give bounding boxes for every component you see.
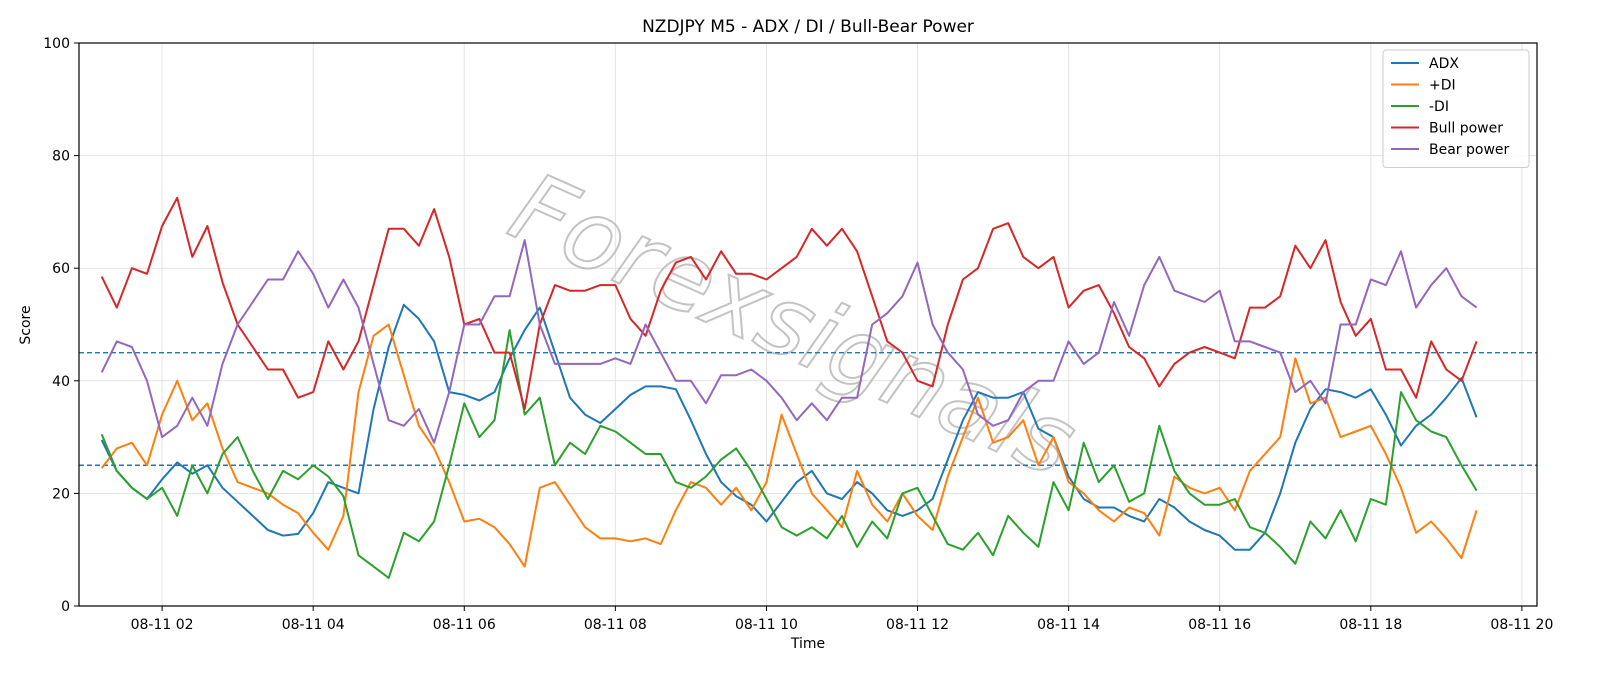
chart-title: NZDJPY M5 - ADX / DI / Bull-Bear Power <box>642 17 974 37</box>
x-tick-label: 08-11 16 <box>1188 617 1251 633</box>
x-tick-label: 08-11 18 <box>1339 617 1402 633</box>
plot-frame <box>78 42 1538 607</box>
series-line-bull-power <box>100 196 1478 410</box>
x-tick-label: 08-11 08 <box>584 617 647 633</box>
x-axis-label: Time <box>790 636 825 652</box>
legend-label: Bull power <box>1429 121 1503 137</box>
y-tick-label: 20 <box>52 486 70 502</box>
legend-label: +DI <box>1429 78 1456 94</box>
x-axis: 08-11 02 08-11 04 08-11 06 08-11 08 08-11 10… <box>131 606 1553 633</box>
x-tick-label: 08-11 04 <box>282 617 345 633</box>
x-tick-label: 08-11 20 <box>1490 617 1553 633</box>
y-tick-label: 60 <box>52 261 70 277</box>
y-axis-label: Score <box>18 305 34 344</box>
y-tick-label: 100 <box>43 36 70 52</box>
series-line-di <box>100 323 1478 568</box>
grid <box>79 42 1537 607</box>
y-tick-label: 40 <box>52 374 70 390</box>
x-tick-label: 08-11 12 <box>886 617 949 633</box>
series-line-bear-power <box>100 239 1478 444</box>
reference-lines <box>79 351 1537 466</box>
legend-box <box>1382 49 1530 168</box>
legend-label: Bear power <box>1429 142 1510 158</box>
x-tick-label: 08-11 14 <box>1037 617 1100 633</box>
x-tick-label: 08-11 02 <box>131 617 194 633</box>
y-tick-label: 0 <box>61 599 70 615</box>
series-line-adx <box>100 303 1478 551</box>
x-tick-label: 08-11 10 <box>735 617 798 633</box>
series-layer <box>100 196 1478 579</box>
y-axis: 0 20 40 60 80 100 <box>43 36 79 615</box>
legend-label: ADX <box>1429 56 1459 72</box>
legend: ADX +DI -DI Bull power Bear power <box>1382 49 1530 168</box>
x-tick-label: 08-11 06 <box>433 617 496 633</box>
y-tick-label: 80 <box>52 149 70 165</box>
series-line-di <box>100 329 1478 579</box>
legend-label: -DI <box>1429 99 1449 115</box>
